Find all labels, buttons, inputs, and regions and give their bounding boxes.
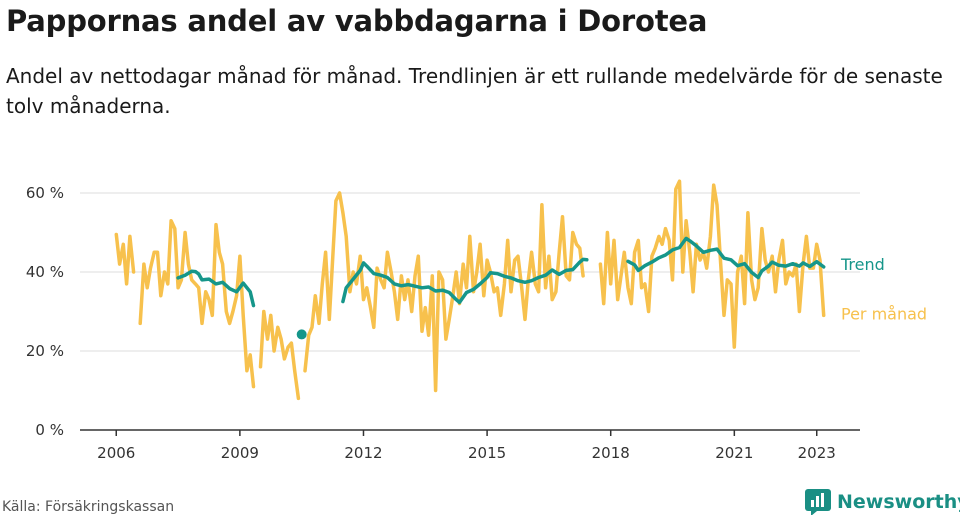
x-axis: 2006 2009 2012 2015 2018 2021 2023	[80, 429, 860, 462]
per-manad-line	[598, 179, 826, 349]
x-tick-label: 2006	[97, 444, 135, 462]
per-manad-line	[138, 218, 256, 389]
source-note: Källa: Försäkringskassan	[2, 499, 175, 515]
y-axis-labels: 0 % 20 % 40 % 60 %	[26, 184, 64, 439]
trend-point	[296, 329, 307, 340]
x-tick-label: 2021	[715, 444, 753, 462]
grid-lines	[80, 192, 860, 352]
bar-chart-icon	[805, 489, 831, 515]
series-trend	[176, 236, 826, 340]
per-manad-line	[114, 232, 136, 286]
y-tick-label: 0 %	[35, 421, 64, 439]
series-labels: Trend Per månad	[840, 255, 927, 323]
trend-label: Trend	[840, 255, 885, 274]
chart-subtitle: Andel av nettodagar månad för månad. Tre…	[6, 64, 943, 118]
x-tick-label: 2015	[468, 444, 506, 462]
x-tick-label: 2023	[798, 444, 836, 462]
brand-name: Newsworthy	[837, 491, 960, 513]
trend-line	[626, 236, 826, 280]
brand-logo: Newsworthy	[805, 489, 960, 515]
per-manad-line	[258, 309, 301, 401]
x-tick-label: 2009	[221, 444, 259, 462]
x-tick-label: 2018	[592, 444, 630, 462]
chart-title: Pappornas andel av vabbdagarna i Dorotea	[6, 4, 708, 38]
y-tick-label: 60 %	[26, 184, 64, 202]
per-manad-label: Per månad	[841, 304, 927, 323]
y-tick-label: 20 %	[26, 342, 64, 360]
trend-line	[341, 257, 589, 305]
trend-line	[176, 269, 256, 308]
y-tick-label: 40 %	[26, 263, 64, 281]
x-tick-label: 2012	[344, 444, 382, 462]
